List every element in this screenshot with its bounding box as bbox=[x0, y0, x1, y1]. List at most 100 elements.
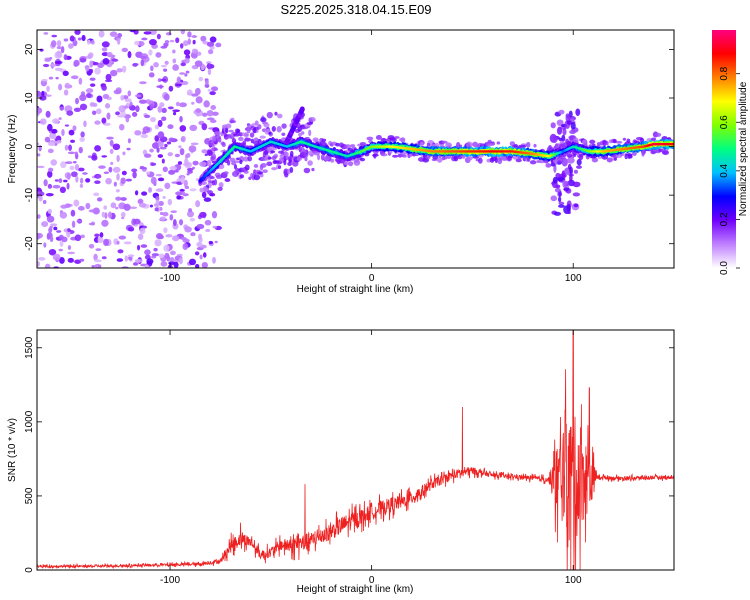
spectrogram-cell bbox=[64, 124, 70, 127]
spectrogram-cell bbox=[67, 257, 75, 263]
spectrogram-cell bbox=[335, 142, 340, 147]
spectrogram-cell bbox=[101, 219, 109, 227]
spectrogram-cell bbox=[175, 83, 183, 87]
spectrogram-cell bbox=[135, 105, 140, 113]
spectrogram-cell bbox=[142, 149, 148, 155]
snr-y-tick-label: 0 bbox=[24, 567, 35, 573]
spectrogram-cell bbox=[89, 83, 96, 87]
spectrogram-cell bbox=[72, 125, 77, 132]
spectrogram-cell bbox=[68, 129, 75, 136]
spectrogram-cell bbox=[252, 127, 257, 134]
spectrogram-cell bbox=[353, 159, 361, 166]
spectrogram-cell bbox=[132, 262, 139, 266]
spectrogram-cell bbox=[402, 154, 407, 158]
spectrogram-cell bbox=[330, 158, 335, 163]
spectrogram-cell bbox=[113, 89, 122, 95]
spectrogram-cell bbox=[270, 150, 276, 154]
spectrogram-cell bbox=[459, 144, 463, 148]
spectrogram-cell bbox=[56, 40, 62, 47]
spectrogram-cell bbox=[551, 135, 558, 144]
spectrogram-cell bbox=[195, 112, 200, 117]
spectrogram-cell bbox=[158, 253, 165, 258]
spectrogram-cell bbox=[548, 144, 552, 149]
spectrogram-cell bbox=[79, 137, 85, 142]
spectrogram-cell bbox=[89, 77, 96, 81]
spectrogram-cell bbox=[441, 140, 448, 144]
spectrogram-cell bbox=[155, 173, 162, 177]
spectrogram-cell bbox=[268, 146, 273, 151]
spectrogram-cell bbox=[113, 181, 117, 187]
spectrogram-cell bbox=[183, 49, 191, 56]
snr-y-tick-label: 1500 bbox=[24, 336, 35, 359]
spectrogram-cell bbox=[71, 220, 76, 228]
spectrogram-cell bbox=[63, 89, 69, 96]
spectrogram-cell bbox=[201, 149, 208, 154]
spectrogram-cell bbox=[266, 111, 273, 119]
spectrogram-cell bbox=[85, 92, 92, 98]
spectrogram-cell bbox=[179, 148, 185, 156]
spectrogram-cell bbox=[85, 178, 91, 183]
spectrogram-cell bbox=[137, 198, 144, 205]
spectrogram-cell bbox=[566, 157, 575, 164]
spectrogram-cell bbox=[59, 106, 65, 111]
spectrogram-cell bbox=[186, 152, 191, 158]
spectrogram-cell bbox=[209, 119, 217, 124]
spectrogram-cell bbox=[79, 103, 88, 111]
spectrogram-cell bbox=[276, 126, 282, 133]
spectrogram-cell bbox=[277, 165, 282, 170]
spectrogram-cell bbox=[173, 111, 177, 116]
spectrogram-cell bbox=[141, 191, 148, 196]
spectrogram-cell bbox=[42, 63, 50, 68]
spectrogram-cell bbox=[303, 167, 311, 174]
spectrogram-cell bbox=[68, 144, 73, 151]
spectrogram-cell bbox=[558, 137, 563, 142]
spectrogram-cell bbox=[47, 148, 54, 154]
spectrogram-x-tick-label: -100 bbox=[160, 273, 180, 284]
spectrogram-cell bbox=[283, 159, 287, 166]
spectrogram-cell bbox=[80, 234, 85, 239]
spectrogram-cell bbox=[101, 47, 108, 52]
spectrogram-cell bbox=[41, 221, 49, 227]
spectrogram-cell bbox=[236, 129, 241, 134]
spectrogram-cell bbox=[94, 263, 102, 268]
spectrogram-cell bbox=[591, 157, 599, 163]
spectrogram-cell bbox=[284, 152, 289, 157]
spectrogram-cell bbox=[172, 219, 177, 227]
spectrogram-cell bbox=[54, 60, 63, 65]
spectrogram-cell bbox=[124, 98, 132, 103]
spectrogram-cell bbox=[226, 160, 231, 166]
spectrogram-cell bbox=[257, 171, 264, 175]
spectrogram-cell bbox=[153, 62, 159, 68]
spectrogram-cell bbox=[195, 96, 203, 104]
spectrogram-cell bbox=[48, 167, 54, 173]
spectrogram-cell bbox=[213, 147, 217, 151]
spectrogram-cell bbox=[71, 171, 78, 178]
spectrogram-cell bbox=[138, 202, 147, 208]
snr-x-tick-label: 100 bbox=[565, 575, 582, 586]
spectrogram-y-tick-label: 0 bbox=[24, 143, 35, 149]
spectrogram-cell bbox=[64, 144, 69, 151]
spectrogram-cell bbox=[180, 30, 186, 35]
spectrogram-cell bbox=[533, 143, 537, 148]
spectrogram-cell bbox=[278, 150, 284, 154]
spectrogram-cell bbox=[43, 242, 47, 248]
spectrogram-cell bbox=[118, 235, 127, 240]
spectrogram-cell bbox=[120, 197, 127, 201]
spectrogram-cell bbox=[179, 219, 184, 226]
spectrogram-cell bbox=[244, 164, 250, 171]
spectrogram-cell bbox=[79, 177, 84, 184]
spectrogram-cell bbox=[194, 251, 200, 256]
spectrogram-cell bbox=[79, 183, 84, 188]
spectrogram-cell bbox=[159, 211, 164, 216]
spectrogram-cell bbox=[129, 206, 138, 210]
spectrogram-cell bbox=[51, 40, 57, 48]
spectrogram-cell bbox=[141, 37, 148, 41]
spectrogram-cell bbox=[195, 177, 200, 182]
colorbar-gradient bbox=[712, 30, 736, 268]
spectrogram-cell bbox=[641, 150, 645, 157]
spectrogram-cell bbox=[529, 160, 537, 165]
spectrogram-cell bbox=[136, 244, 141, 251]
spectrogram-ylabel: Frequency (Hz) bbox=[7, 115, 18, 184]
spectrogram-cell bbox=[78, 77, 83, 85]
spectrogram-cell bbox=[372, 153, 379, 157]
